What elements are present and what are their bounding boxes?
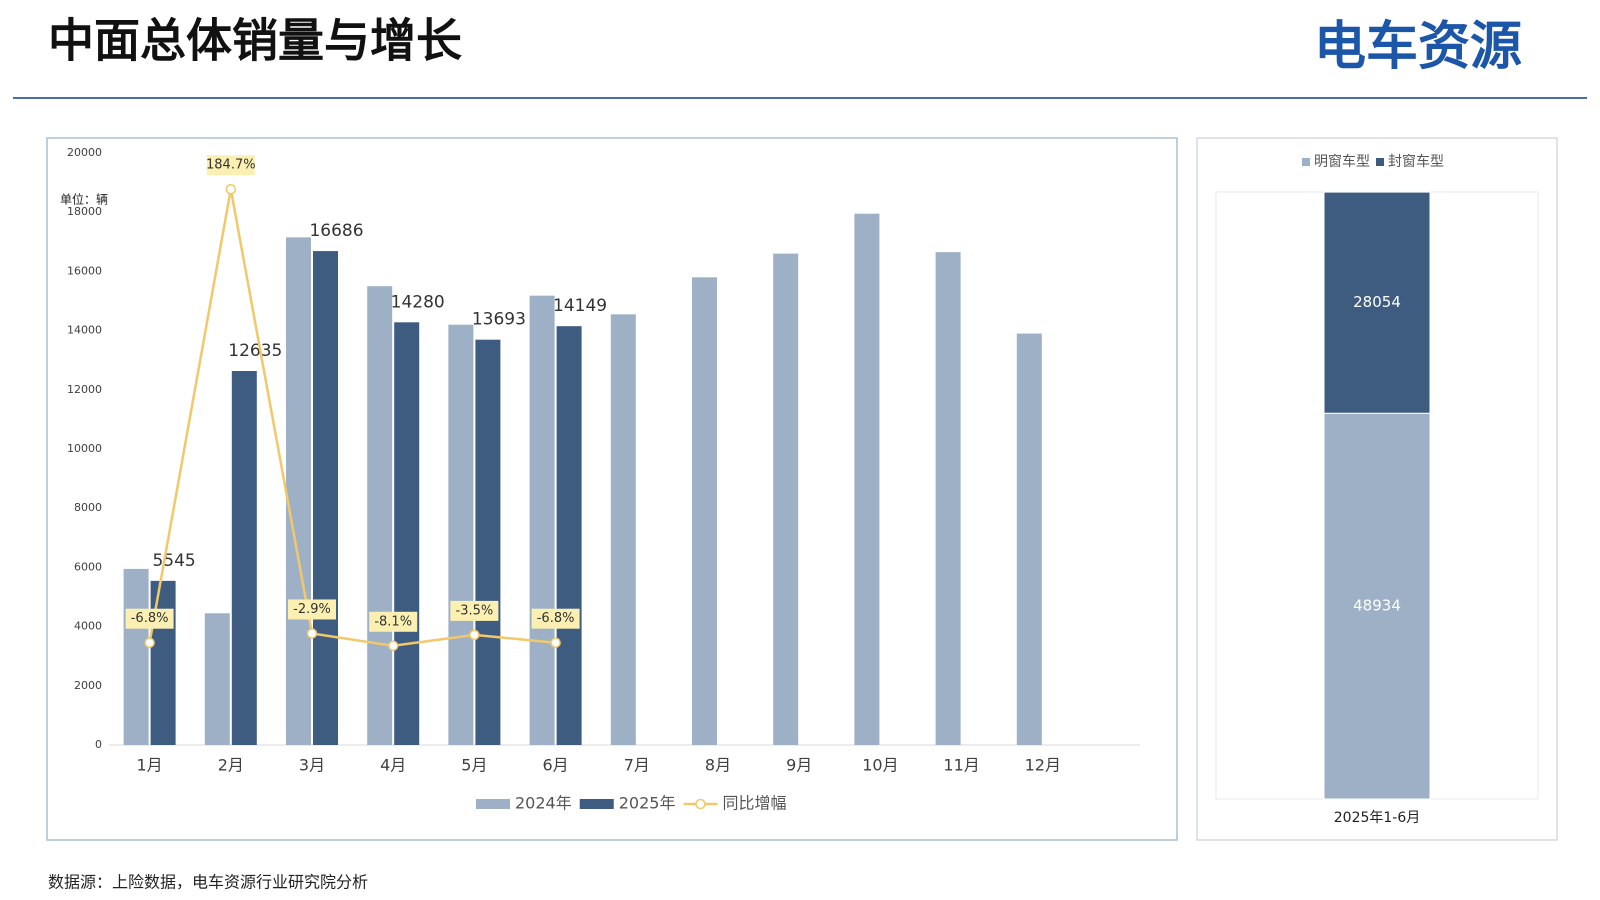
point-value-label: -8.1% xyxy=(374,614,412,629)
legend-label: 2025年 xyxy=(619,794,676,813)
point-value-label: -6.8% xyxy=(537,611,575,626)
point-label-box xyxy=(450,600,499,621)
point-label-box xyxy=(531,608,580,629)
x-tick-label: 3月 xyxy=(299,756,325,775)
y-tick-label: 2000 xyxy=(74,679,102,692)
bar xyxy=(556,326,582,745)
point-label-box xyxy=(369,611,418,632)
x-tick-label: 10月 xyxy=(862,756,898,775)
bar xyxy=(150,580,176,745)
x-tick-label: 2025年1-6月 xyxy=(1334,810,1421,826)
page-title: 中面总体销量与增长 xyxy=(48,14,462,68)
line-point xyxy=(225,183,237,195)
legend-label: 明窗车型 xyxy=(1314,153,1370,170)
point-label-box xyxy=(206,155,255,176)
x-tick-label: 7月 xyxy=(624,756,650,775)
legend-swatch xyxy=(1376,158,1384,166)
side-panel xyxy=(1196,137,1558,841)
stacked-bar-segment xyxy=(1323,191,1431,414)
bar xyxy=(204,613,230,745)
x-tick-label: 6月 xyxy=(543,756,569,775)
y-tick-label: 16000 xyxy=(67,264,102,277)
bar-value-label: 14280 xyxy=(391,292,445,312)
point-value-label: -3.5% xyxy=(456,603,494,618)
segment-value-label: 28054 xyxy=(1353,293,1401,311)
bar xyxy=(123,568,149,745)
x-tick-label: 1月 xyxy=(137,756,163,775)
main-panel xyxy=(46,137,1178,841)
point-value-label: -2.9% xyxy=(293,602,331,617)
line-point xyxy=(387,640,399,652)
line-point xyxy=(550,637,561,648)
y-tick-label: 6000 xyxy=(74,560,102,573)
x-tick-label: 2月 xyxy=(218,756,244,775)
bar xyxy=(773,253,799,745)
bar-value-label: 13693 xyxy=(472,310,526,330)
bar xyxy=(610,314,636,745)
bar xyxy=(529,295,555,745)
line-point xyxy=(469,629,480,641)
line-series xyxy=(148,189,556,648)
line-point xyxy=(144,637,155,648)
y-tick-label: 12000 xyxy=(67,383,102,396)
legend-label: 封窗车型 xyxy=(1388,153,1444,170)
source-note: 数据源：上险数据，电车资源行业研究院分析 xyxy=(48,873,368,892)
bar xyxy=(854,213,880,745)
bar xyxy=(448,324,474,745)
x-tick-label: 11月 xyxy=(943,756,979,775)
bar-value-label: 16686 xyxy=(309,221,363,241)
x-tick-label: 12月 xyxy=(1025,756,1061,775)
bar-value-label: 5545 xyxy=(152,551,195,571)
legend-swatch xyxy=(1302,158,1310,166)
point-label-box xyxy=(125,608,174,629)
legend-swatch xyxy=(579,799,614,809)
bar xyxy=(286,237,311,746)
logo: 电车资源 xyxy=(1314,17,1522,77)
y-tick-label: 18000 xyxy=(67,205,102,218)
bar xyxy=(692,277,717,745)
x-tick-label: 9月 xyxy=(786,756,812,775)
bar xyxy=(394,322,420,745)
y-tick-label: 10000 xyxy=(67,442,102,455)
bar xyxy=(231,371,257,745)
bar xyxy=(935,252,961,745)
legend-label: 2024年 xyxy=(515,794,572,813)
legend-point xyxy=(695,798,706,810)
point-label-box xyxy=(288,599,336,620)
bar-value-label: 12635 xyxy=(228,341,282,361)
point-value-label: 184.7% xyxy=(206,158,256,173)
bar-value-label: 14149 xyxy=(553,296,607,316)
x-tick-label: 4月 xyxy=(380,756,406,775)
x-tick-label: 8月 xyxy=(705,756,731,775)
y-tick-label: 20000 xyxy=(67,146,102,159)
bar xyxy=(1016,333,1042,745)
bar xyxy=(367,286,393,745)
y-tick-label: 0 xyxy=(95,738,102,751)
bar xyxy=(313,251,338,745)
segment-value-label: 48934 xyxy=(1353,597,1401,615)
y-tick-label: 8000 xyxy=(74,501,102,514)
line-point xyxy=(306,628,318,639)
legend-label: 同比增幅 xyxy=(722,794,786,813)
x-tick-label: 5月 xyxy=(461,756,487,775)
unit-label: 单位：辆 xyxy=(60,192,108,207)
stacked-bar-segment xyxy=(1323,412,1431,800)
y-tick-label: 4000 xyxy=(74,620,102,633)
legend-swatch xyxy=(476,799,510,809)
bar xyxy=(475,339,501,745)
point-value-label: -6.8% xyxy=(131,611,169,626)
y-tick-label: 14000 xyxy=(67,324,102,337)
